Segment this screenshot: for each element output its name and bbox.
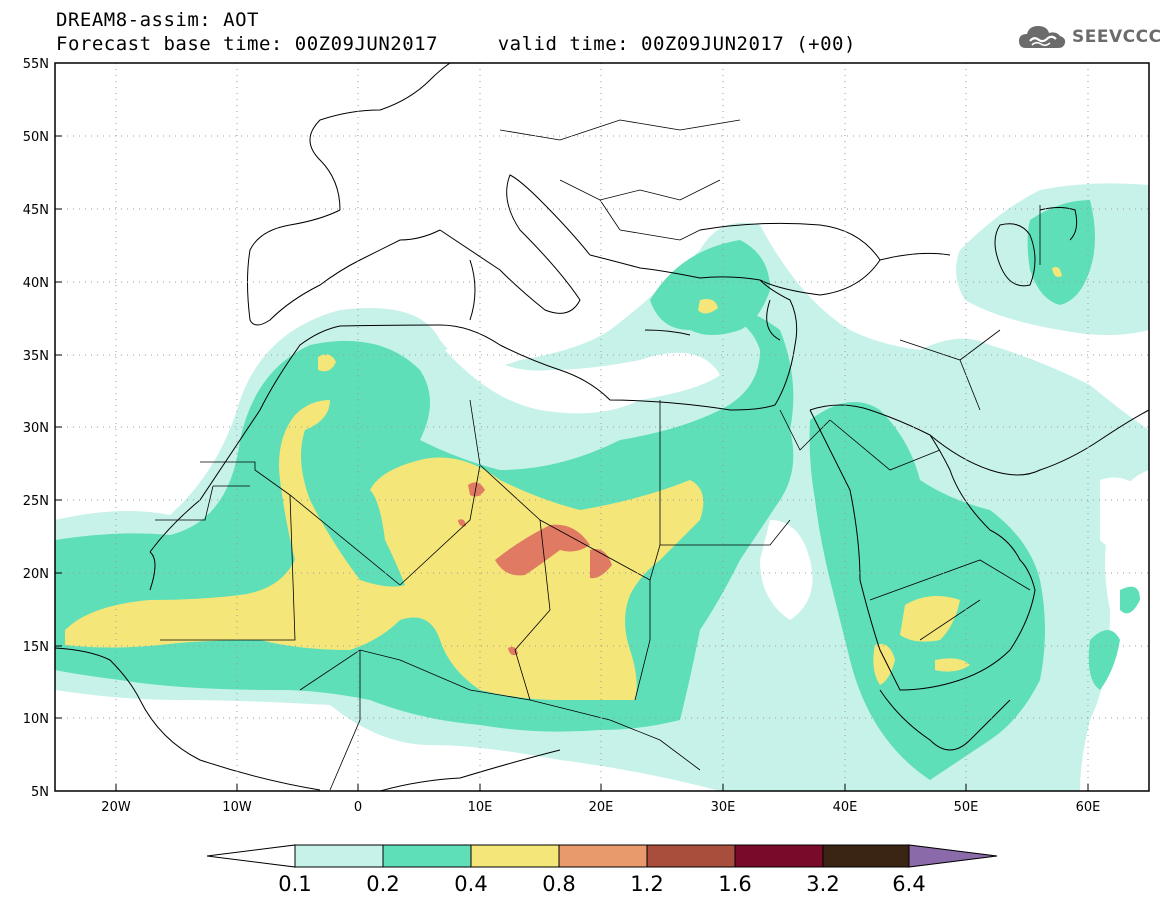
lon-label: 30E — [711, 800, 736, 815]
colorbar-label: 1.6 — [718, 872, 751, 896]
lon-label: 20E — [589, 800, 614, 815]
colorbar-label: 6.4 — [892, 872, 925, 896]
colorbar-label: 3.2 — [806, 872, 839, 896]
lat-label: 25N — [23, 494, 49, 509]
lon-label: 20W — [101, 800, 131, 815]
lat-label: 15N — [23, 640, 49, 655]
colorbar-over-triangle — [908, 844, 998, 868]
lat-label: 50N — [23, 130, 49, 145]
colorbar-label: 0.4 — [454, 872, 487, 896]
graticule — [55, 63, 1149, 791]
colorbar-swatch — [382, 844, 472, 868]
lon-label: 10W — [222, 800, 252, 815]
logo-text: SEEVCCC — [1072, 27, 1162, 47]
lat-label: 30N — [23, 421, 49, 436]
colorbar-labels: 0.1 0.2 0.4 0.8 1.2 1.6 3.2 6.4 — [278, 872, 925, 896]
colorbar-label: 0.2 — [366, 872, 399, 896]
colorbar-label: 0.8 — [542, 872, 575, 896]
country-borders — [155, 119, 1041, 791]
lon-label: 0 — [354, 800, 362, 815]
lat-label: 55N — [23, 57, 49, 72]
lon-label: 50E — [954, 800, 979, 815]
map-title: DREAM8-assim: AOT — [56, 9, 259, 31]
cloud-icon — [1019, 26, 1066, 48]
lat-label: 45N — [23, 203, 49, 218]
colorbar-swatch — [294, 844, 384, 868]
colorbar-label: 1.2 — [630, 872, 663, 896]
aot-contour-0-4 — [65, 267, 1062, 700]
lon-label: 60E — [1076, 800, 1101, 815]
lat-label: 20N — [23, 567, 49, 582]
colorbar-swatch — [558, 844, 648, 868]
colorbar-swatch — [822, 844, 910, 868]
lat-label: 5N — [31, 785, 49, 800]
lat-label: 40N — [23, 276, 49, 291]
lat-label: 35N — [23, 349, 49, 364]
longitude-labels: 20W 10W 0 10E 20E 30E 40E 50E 60E — [101, 800, 1100, 815]
axis-ticks — [55, 62, 1089, 792]
colorbar — [206, 844, 998, 868]
lon-label: 40E — [833, 800, 858, 815]
lat-label: 10N — [23, 712, 49, 727]
colorbar-label: 0.1 — [278, 872, 311, 896]
aot-field — [55, 183, 1149, 791]
lon-label: 10E — [468, 800, 493, 815]
colorbar-swatch — [646, 844, 736, 868]
colorbar-under-triangle — [206, 844, 296, 868]
seevccc-logo: SEEVCCC — [1018, 22, 1162, 52]
latitude-labels: 5N 10N 15N 20N 25N 30N 35N 40N 45N 50N 5… — [23, 57, 49, 800]
colorbar-swatch — [470, 844, 560, 868]
colorbar-swatch — [734, 844, 824, 868]
forecast-time-line: Forecast base time: 00Z09JUN2017 valid t… — [56, 33, 856, 55]
